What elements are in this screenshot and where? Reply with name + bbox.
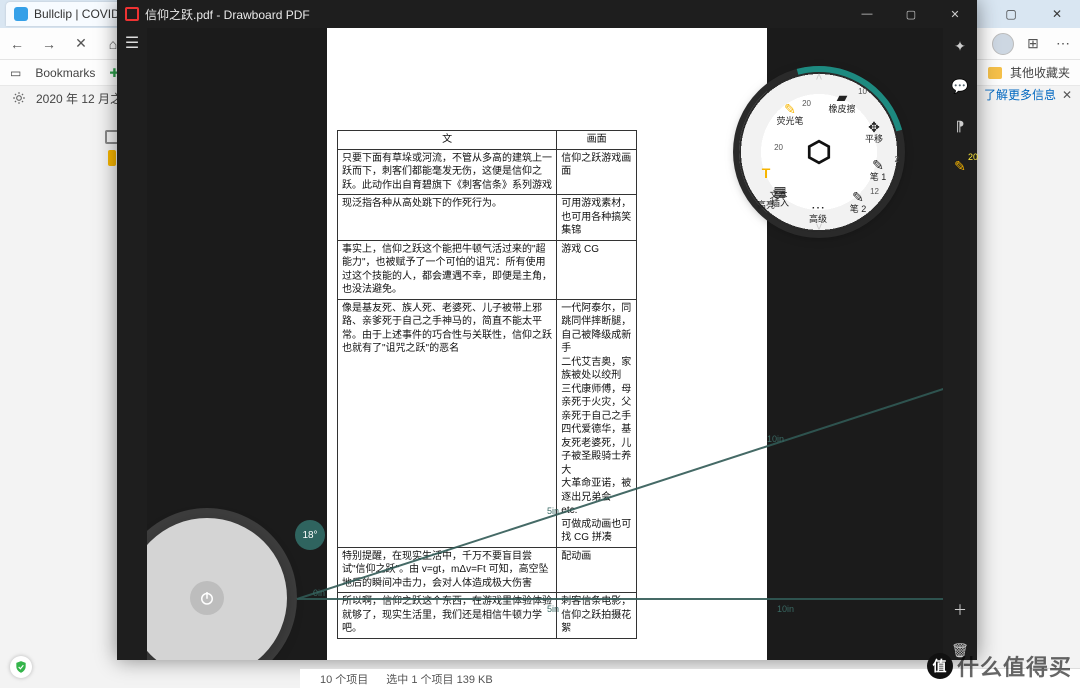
sparkle-icon[interactable]: ✦	[950, 36, 970, 56]
ruler-h-5: 5in	[547, 604, 559, 614]
tool-wheel[interactable]: ˄ ˅ ▰ 橡皮擦 10 ✥ 平移 ✎ 笔 1 2	[739, 72, 899, 232]
ruler-h-10: 10in	[777, 604, 794, 614]
status-selection: 选中 1 个项目 139 KB	[386, 671, 492, 687]
hamburger-button[interactable]: ☰	[117, 28, 147, 58]
col-text: 文	[338, 131, 557, 150]
table-cell: 事实上，信仰之跃这个能把牛顿气活过来的"超能力"，也被赋予了一个可怕的诅咒：所有…	[338, 240, 557, 299]
shield-icon[interactable]	[10, 656, 32, 678]
ruler-d-10: 10in	[767, 434, 784, 444]
app-max[interactable]: ▢	[889, 0, 933, 28]
table-cell: 特别提醒，在现实生活中，千万不要盲目尝试"信仰之跃"。由 v=gt，mΔv=Ft…	[338, 547, 557, 593]
bookmarks-label[interactable]: Bookmarks	[35, 66, 95, 80]
wheel-pen2[interactable]: ✎ 笔 2 12	[835, 190, 881, 215]
nav-stop[interactable]: ✕	[70, 33, 92, 55]
ruler-d-5: 5in	[547, 506, 559, 516]
ext-icon[interactable]: ⊞	[1024, 33, 1042, 55]
right-rail: ✦ 💬 ⁋ ✎ 20 ＋ 🗑	[943, 28, 977, 660]
app-titlebar[interactable]: 信仰之跃.pdf - Drawboard PDF — ▢ ✕	[117, 0, 977, 28]
table-cell: 游戏 CG	[557, 240, 637, 299]
col-scene: 画面	[557, 131, 637, 150]
app-icon	[125, 7, 139, 21]
pdf-page: 文 画面 只要下面有草垛或河流，不管从多高的建筑上一跃而下，刺客们都能毫发无伤，…	[327, 28, 767, 660]
info-link[interactable]: 了解更多信息	[984, 86, 1056, 103]
info-bar: 了解更多信息 ✕	[984, 86, 1080, 103]
angle-chip[interactable]: 18°	[295, 520, 325, 550]
wheel-eraser[interactable]: ▰ 橡皮擦 10	[819, 90, 865, 115]
ruler-horizontal[interactable]	[297, 598, 943, 600]
watermark-coin: 值	[927, 653, 953, 679]
table-cell: 信仰之跃游戏画面	[557, 149, 637, 195]
wheel-up[interactable]: ˄	[815, 70, 822, 84]
wheel-pan[interactable]: ✥ 平移	[851, 120, 897, 145]
watermark-text: 什么值得买	[957, 650, 1072, 682]
info-close[interactable]: ✕	[1062, 88, 1072, 102]
left-rail: ☰	[117, 28, 147, 660]
nav-forward[interactable]: →	[38, 33, 60, 55]
chat-icon[interactable]: 💬	[950, 76, 970, 96]
drawboard-window: 信仰之跃.pdf - Drawboard PDF — ▢ ✕ ☰ 文 画面 只要…	[117, 0, 977, 660]
text-icon: T	[743, 166, 789, 181]
pen-tool-icon[interactable]: ✎ 20	[950, 156, 970, 176]
watermark: 值 什么值得买	[927, 650, 1072, 682]
profile-avatar[interactable]	[992, 33, 1014, 55]
add-page-button[interactable]: ＋	[950, 600, 970, 620]
protractor-dial[interactable]	[147, 518, 287, 660]
folder-icon	[988, 67, 1002, 79]
app-close[interactable]: ✕	[933, 0, 977, 28]
browser-max[interactable]: ▢	[988, 0, 1034, 28]
ruler-d-0: 0in	[313, 588, 325, 598]
picker-icon[interactable]: ⁋	[950, 116, 970, 136]
browser-close[interactable]: ✕	[1034, 0, 1080, 28]
table-cell: 只要下面有草垛或河流，不管从多高的建筑上一跃而下，刺客们都能毫发无伤，这便是信仰…	[338, 149, 557, 195]
yellow-tag-icon	[108, 150, 116, 166]
table-cell: 配动画	[557, 547, 637, 593]
tab-favicon	[14, 7, 28, 21]
other-folder[interactable]: 其他收藏夹	[1010, 64, 1070, 81]
power-button[interactable]	[190, 581, 224, 615]
browser-menu[interactable]: ⋯	[1052, 33, 1074, 55]
wheel-highlighter[interactable]: ✎ 荧光笔 20	[767, 102, 813, 127]
wheel-text-highlight[interactable]: T 文本 高亮 20	[743, 146, 789, 231]
gear-icon	[12, 91, 26, 105]
wheel-hub[interactable]	[806, 139, 832, 165]
nav-back[interactable]: ←	[6, 33, 28, 55]
bookmarks-icon: ▭	[10, 66, 21, 80]
wheel-pen1[interactable]: ✎ 笔 1 2	[855, 158, 901, 183]
app-min[interactable]: —	[845, 0, 889, 28]
status-items: 10 个项目	[320, 671, 368, 687]
table-cell: 可用游戏素材，也可用各种搞笑集锦	[557, 195, 637, 241]
table-cell: 现泛指各种从高处跳下的作死行为。	[338, 195, 557, 241]
table-cell: 像是基友死、族人死、老婆死、儿子被带上邪路、亲爹死于自己之手神马的，简直不能太平…	[338, 299, 557, 547]
app-title-text: 信仰之跃.pdf - Drawboard PDF	[145, 6, 310, 23]
canvas[interactable]: 文 画面 只要下面有草垛或河流，不管从多高的建筑上一跃而下，刺客们都能毫发无伤，…	[147, 28, 943, 660]
power-icon	[198, 589, 216, 607]
document-table: 文 画面 只要下面有草垛或河流，不管从多高的建筑上一跃而下，刺客们都能毫发无伤，…	[337, 130, 637, 639]
